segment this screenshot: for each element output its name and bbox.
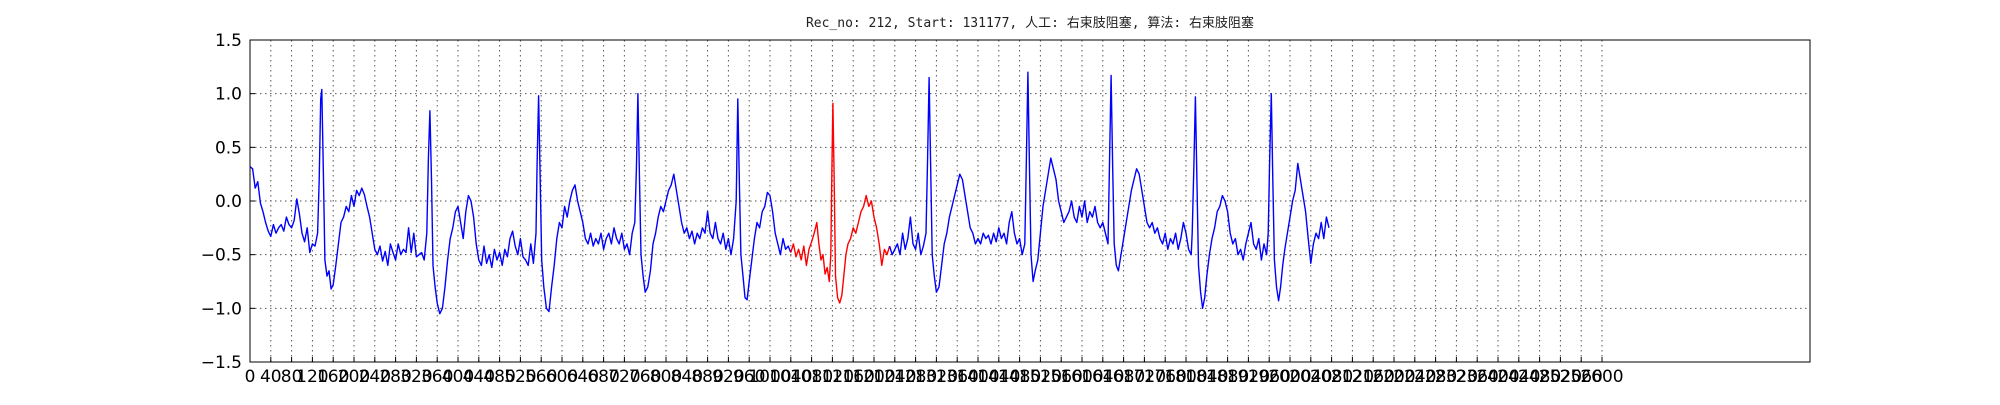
x-tick-label: 1760 <box>1144 367 1187 387</box>
x-tick-label: 480 <box>483 367 515 387</box>
y-tick-label: 0.0 <box>215 192 242 212</box>
x-tick-label: 1680 <box>1102 367 1145 387</box>
x-tick-label: 2360 <box>1456 367 1499 387</box>
x-tick-label: 960 <box>733 367 765 387</box>
x-tick-label: 760 <box>629 367 661 387</box>
x-tick-label: 1160 <box>832 367 875 387</box>
x-tick-label: 1920 <box>1227 367 1270 387</box>
x-tick-label: 1640 <box>1081 367 1124 387</box>
x-tick-label: 2280 <box>1414 367 1457 387</box>
x-tick-label: 2600 <box>1580 367 1623 387</box>
x-tick-label: 2040 <box>1289 367 1332 387</box>
x-tick-label: 2560 <box>1560 367 1603 387</box>
plot-frame <box>249 39 1811 363</box>
x-tick-label: 40 <box>260 367 282 387</box>
y-tick-label: 1.0 <box>215 85 242 105</box>
x-tick-label: 1520 <box>1019 367 1062 387</box>
x-tick-label: 120 <box>296 367 328 387</box>
x-tick-label: 1400 <box>956 367 999 387</box>
series-layer <box>249 71 1330 315</box>
x-tick-label: 320 <box>400 367 432 387</box>
x-tick-label: 400 <box>442 367 474 387</box>
tick-layer: 0 40 8012016020024028032036040044048052056… <box>201 31 1624 387</box>
x-tick-label: 880 <box>691 367 723 387</box>
x-tick-label: 1880 <box>1206 367 1249 387</box>
y-tick-label: −1.5 <box>201 353 242 373</box>
x-tick-label: 1280 <box>894 367 937 387</box>
x-tick-label: 1560 <box>1040 367 1083 387</box>
y-tick-label: −0.5 <box>201 246 242 266</box>
x-tick-label: 560 <box>525 367 557 387</box>
x-tick-label: 800 <box>650 367 682 387</box>
x-tick-label: 1600 <box>1060 367 1103 387</box>
x-tick-label: 2400 <box>1476 367 1519 387</box>
x-tick-label: 1120 <box>811 367 854 387</box>
x-tick-label: 200 <box>338 367 370 387</box>
x-tick-label: 0 <box>245 367 256 387</box>
x-tick-label: 640 <box>567 367 599 387</box>
x-tick-label: 2120 <box>1331 367 1374 387</box>
x-tick-label: 1800 <box>1164 367 1207 387</box>
x-tick-label: 2320 <box>1435 367 1478 387</box>
y-tick-label: 0.5 <box>215 138 242 158</box>
x-tick-label: 2440 <box>1497 367 1540 387</box>
x-tick-label: 680 <box>587 367 619 387</box>
x-tick-label: 2000 <box>1268 367 1311 387</box>
x-tick-label: 1080 <box>790 367 833 387</box>
x-tick-label: 1000 <box>748 367 791 387</box>
x-tick-label: 160 <box>317 367 349 387</box>
series-line-1 <box>249 88 792 315</box>
x-tick-label: 1360 <box>936 367 979 387</box>
x-tick-label: 1240 <box>873 367 916 387</box>
x-tick-label: 520 <box>504 367 536 387</box>
x-tick-label: 2480 <box>1518 367 1561 387</box>
x-tick-label: 2160 <box>1352 367 1395 387</box>
x-tick-label: 360 <box>421 367 453 387</box>
x-tick-label: 2080 <box>1310 367 1353 387</box>
x-tick-label: 240 <box>359 367 391 387</box>
x-tick-label: 920 <box>712 367 744 387</box>
x-tick-label: 600 <box>546 367 578 387</box>
series-line-2 <box>790 102 891 304</box>
x-tick-label: 1960 <box>1248 367 1291 387</box>
series-line-3 <box>888 71 1330 309</box>
x-tick-label: 840 <box>671 367 703 387</box>
x-tick-label: 2240 <box>1393 367 1436 387</box>
x-tick-label: 1200 <box>852 367 895 387</box>
chart-title: Rec_no: 212, Start: 131177, 人工: 右束肢阻塞, 算… <box>806 15 1254 31</box>
x-tick-label: 80 <box>281 367 303 387</box>
x-tick-label: 280 <box>379 367 411 387</box>
x-tick-label: 1040 <box>769 367 812 387</box>
x-tick-label: 1320 <box>915 367 958 387</box>
x-tick-label: 1720 <box>1123 367 1166 387</box>
y-tick-label: 1.5 <box>215 31 242 51</box>
x-tick-label: 1480 <box>998 367 1041 387</box>
x-tick-label: 1440 <box>977 367 1020 387</box>
x-tick-label: 2520 <box>1539 367 1582 387</box>
x-tick-label: 440 <box>463 367 495 387</box>
x-tick-label: 720 <box>608 367 640 387</box>
y-tick-label: −1.0 <box>201 299 242 319</box>
x-tick-label: 2200 <box>1372 367 1415 387</box>
x-tick-label: 1840 <box>1185 367 1228 387</box>
